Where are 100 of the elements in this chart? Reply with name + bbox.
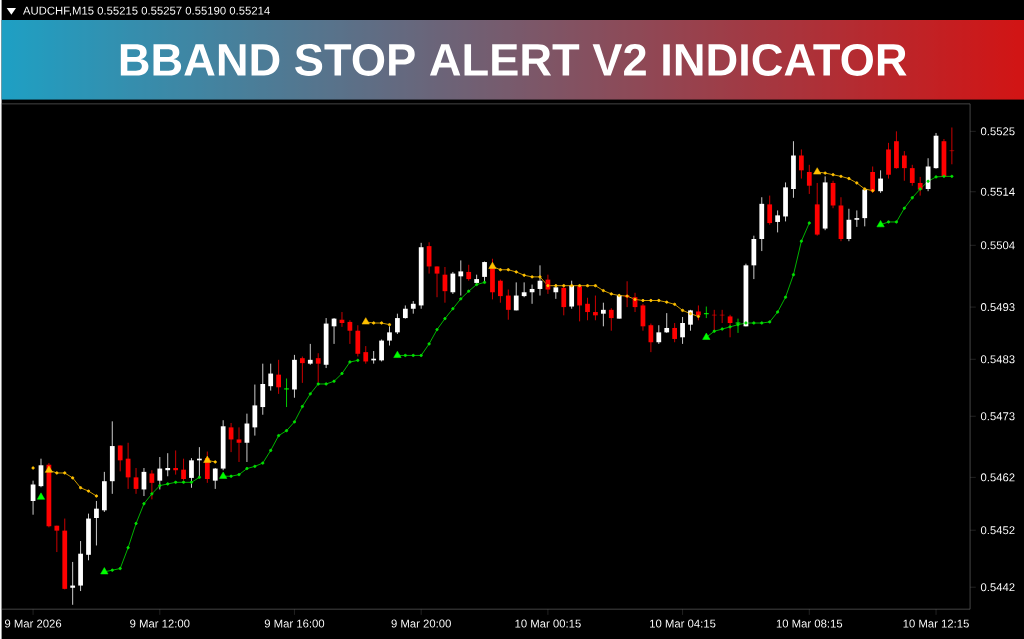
candlestick [577,285,582,322]
point [63,471,67,475]
point [372,321,376,325]
point [649,298,653,303]
point [831,173,835,177]
x-tick-label: 10 Mar 08:15 [776,619,843,628]
y-tick-label: 0.5504 [980,241,1015,250]
point [546,284,550,288]
x-tick-label: 9 Mar 2026 [4,619,62,628]
candlestick [608,307,614,332]
point [593,284,598,288]
candlestick [680,316,685,345]
point [514,270,518,274]
point [379,321,384,325]
candlestick [727,314,733,338]
point [538,275,542,279]
candlestick [117,445,123,472]
point [37,492,45,500]
x-tick-label: 9 Mar 16:00 [264,619,325,628]
candlestick [561,285,567,316]
candlestick [260,363,266,416]
candlestick [458,259,464,296]
candlestick [189,457,194,489]
candlestick [395,313,400,335]
point [863,187,867,191]
point [839,174,843,178]
candlestick [664,312,670,334]
candlestick [806,164,812,195]
point [387,323,392,327]
point [554,284,558,288]
candlestick [735,318,741,334]
candlestick [799,148,804,179]
point [617,293,621,298]
point [506,268,510,272]
point [855,181,859,185]
point [55,471,59,475]
candlestick [212,467,218,490]
candlestick [505,289,511,321]
candlestick [379,339,384,362]
point [31,466,35,470]
candlestick [165,452,171,477]
candlestick [878,169,883,194]
candlestick [236,426,242,463]
y-tick-label: 0.5452 [980,526,1015,535]
point [213,460,217,464]
candlestick [854,209,860,228]
point [847,176,851,181]
point [688,312,693,316]
candlestick [775,209,780,233]
y-tick-label: 0.5473 [980,412,1015,421]
candlestick [703,306,710,319]
candlestick [434,265,440,298]
candlestick [252,384,258,436]
point [562,284,566,288]
x-tick-label: 10 Mar 00:15 [515,619,581,628]
point [71,476,75,480]
candlestick [593,295,598,321]
x-tick-label: 9 Mar 20:00 [391,619,451,628]
point [673,302,677,306]
x-tick-label: 10 Mar 12:15 [903,619,969,628]
candlestick [268,363,274,391]
point [823,171,827,175]
chart-title: BBAND STOP ALERT V2 INDICATOR [120,43,907,76]
point [657,298,661,303]
x-tick-label: 9 Mar 12:00 [130,619,190,628]
candlestick [283,378,290,408]
point [585,284,590,288]
candlestick [513,281,519,311]
candlestick [387,325,392,346]
x-tick-label: 10 Mar 04:15 [650,619,716,628]
y-tick-label: 0.5514 [980,187,1015,196]
point [578,284,582,288]
point [530,275,534,279]
point [641,298,645,303]
point [680,308,685,312]
candlestick [450,271,456,295]
candlestick [901,150,907,182]
candlestick [355,324,361,357]
point [94,494,99,498]
candlestick [672,322,678,343]
candlestick [300,356,305,384]
candlestick [276,359,281,395]
candlestick [70,561,76,606]
y-tick-label: 0.5525 [980,127,1015,136]
candlestick [94,500,99,546]
candlestick [616,293,622,319]
y-tick-label: 0.5462 [980,473,1015,482]
candlestick [54,525,60,553]
candlestick [521,281,527,298]
chart-subtitle: AUDCHF,M15 0.55215 0.55257 0.55190 0.55214 [22,6,270,16]
point [609,292,613,296]
point [601,288,605,293]
point [86,489,91,493]
candlestick [307,343,313,366]
candlestick [569,280,575,310]
point [871,188,875,193]
candlestick [181,458,186,481]
candlestick [656,324,662,345]
point [570,284,574,288]
candlestick [173,449,179,475]
